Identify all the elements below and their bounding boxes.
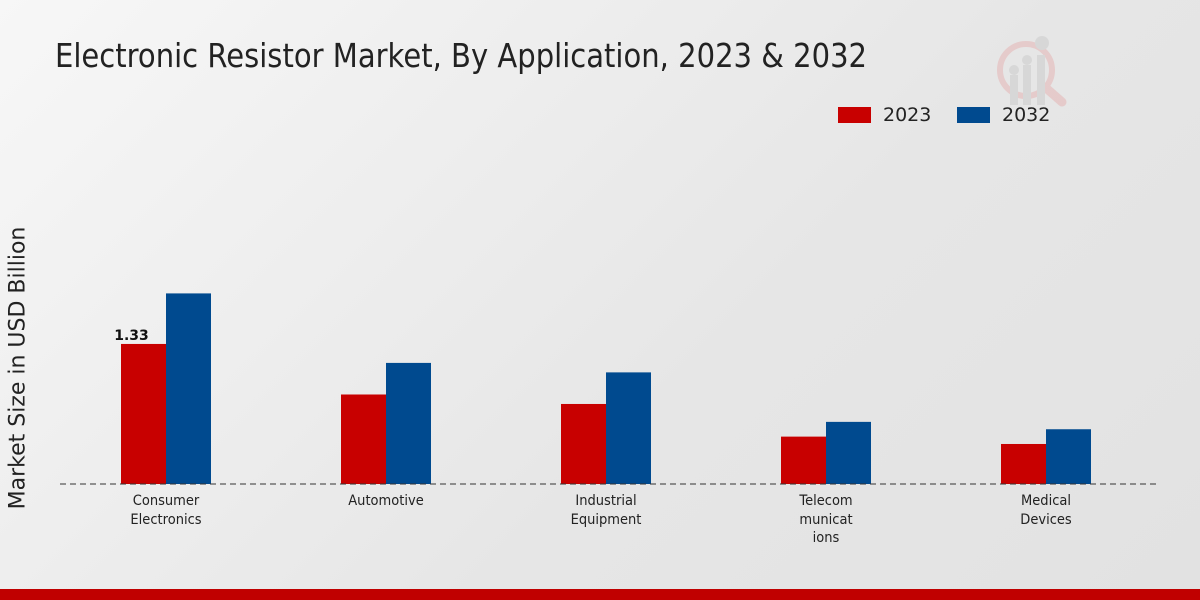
bar-2023-2 (561, 403, 606, 484)
legend-swatch-2032 (957, 107, 990, 123)
legend-item-2032: 2032 (957, 104, 1050, 126)
x-tick-label: Industrial Equipment (570, 493, 642, 528)
footer-bar (0, 589, 1200, 600)
bar-2032-2 (606, 372, 651, 484)
x-tick-label: Consumer Electronics (130, 493, 202, 528)
watermark-logo (997, 36, 1067, 107)
legend-item-2023: 2023 (838, 104, 931, 126)
bar-2032-4 (1046, 429, 1091, 484)
bar-2032-3 (826, 421, 871, 484)
legend-label-2032: 2032 (1002, 104, 1051, 126)
x-tick-label: Telecom municat ions (799, 493, 853, 546)
chart-title: Electronic Resistor Market, By Applicati… (55, 36, 868, 75)
bar-2023-1 (341, 394, 386, 484)
legend-swatch-2023 (838, 107, 871, 123)
bar-2032-0 (166, 293, 211, 484)
data-label: 1.33 (114, 328, 149, 344)
legend-label-2023: 2023 (883, 104, 932, 126)
bar-2023-0 (121, 343, 166, 484)
bar-2032-1 (386, 362, 431, 484)
x-tick-label: Medical Devices (1020, 493, 1072, 528)
bar-2023-4 (1001, 443, 1046, 484)
x-tick-label: Automotive (348, 493, 424, 509)
bar-2023-3 (781, 436, 826, 484)
